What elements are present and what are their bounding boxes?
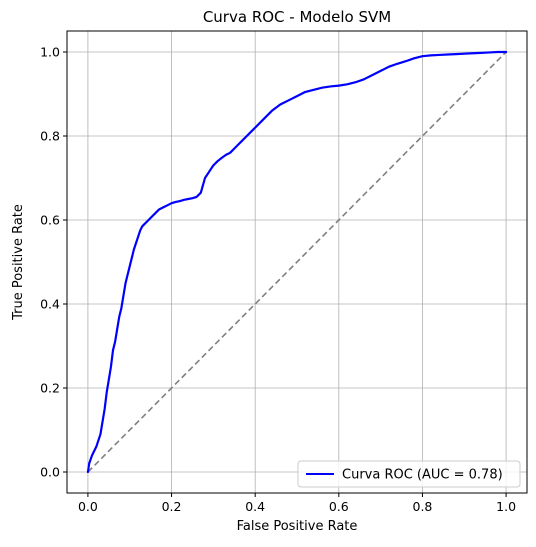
series-layer bbox=[86, 50, 508, 474]
x-tick-label: 0.2 bbox=[162, 499, 182, 514]
x-tick-label: 0.0 bbox=[78, 499, 98, 514]
y-tick-label: 0.8 bbox=[40, 129, 60, 144]
reference-line-layer bbox=[87, 51, 507, 473]
roc-curve-line bbox=[86, 50, 508, 474]
y-tick-label: 1.0 bbox=[40, 45, 60, 60]
y-tick-label: 0.4 bbox=[40, 297, 60, 312]
y-axis-label: True Positive Rate bbox=[11, 204, 26, 321]
plot-frame bbox=[66, 30, 528, 494]
y-axis-ticks: 0.0 0.2 0.4 0.6 0.8 1.0 bbox=[40, 45, 67, 480]
legend: Curva ROC (AUC = 0.78) bbox=[297, 460, 521, 488]
y-tick-label: 0.2 bbox=[40, 381, 60, 396]
x-tick-label: 0.8 bbox=[413, 499, 433, 514]
x-tick-label: 1.0 bbox=[496, 499, 516, 514]
x-tick-label: 0.4 bbox=[245, 499, 265, 514]
chance-diagonal-line bbox=[87, 51, 507, 473]
x-axis-ticks: 0.0 0.2 0.4 0.6 0.8 1.0 bbox=[78, 493, 516, 514]
chart-title: Curva ROC - Modelo SVM bbox=[203, 8, 391, 26]
x-tick-label: 0.6 bbox=[329, 499, 349, 514]
y-tick-label: 0.6 bbox=[40, 213, 60, 228]
legend-box bbox=[297, 460, 521, 488]
y-tick-label: 0.0 bbox=[40, 465, 60, 480]
grid bbox=[67, 31, 527, 493]
legend-label: Curva ROC (AUC = 0.78) bbox=[342, 468, 503, 483]
x-axis-label: False Positive Rate bbox=[237, 519, 358, 534]
